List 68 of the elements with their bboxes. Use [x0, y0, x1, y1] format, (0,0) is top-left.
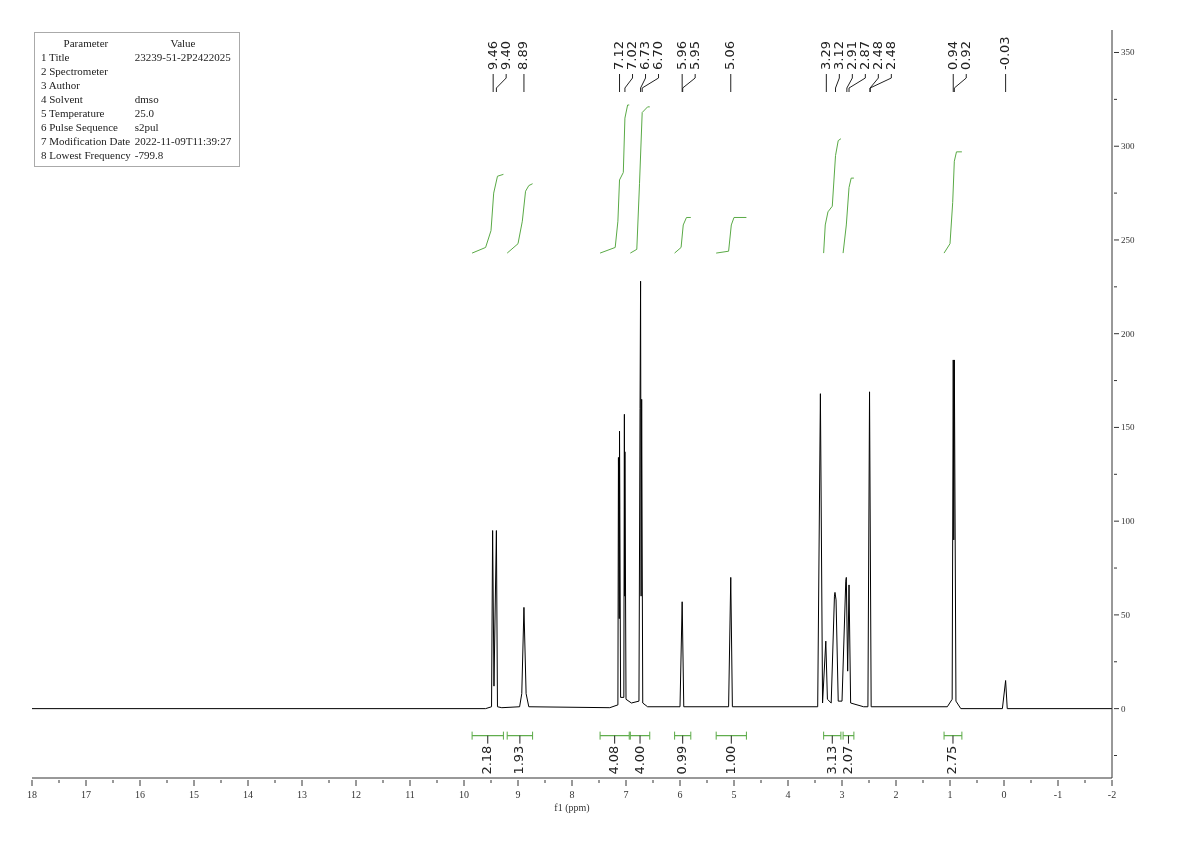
annotation: 3 Author	[40, 78, 81, 92]
x-tick-label: 16	[135, 789, 145, 800]
annotation: 7.02	[624, 41, 640, 70]
y-tick-label: 350	[1121, 47, 1135, 58]
x-tick-label: 17	[81, 789, 91, 800]
annotation: 6.73	[637, 41, 653, 70]
annotation: -0.03	[997, 36, 1013, 70]
annotation: 5.06	[722, 41, 738, 70]
annotation: 2.91	[843, 41, 859, 70]
x-tick-label: 13	[297, 789, 307, 800]
x-tick-label: 9	[515, 789, 521, 800]
x-tick-label: 15	[189, 789, 199, 800]
x-tick-label: -1	[1053, 789, 1063, 800]
x-tick-label: 14	[243, 789, 253, 800]
y-tick-label: 300	[1121, 141, 1135, 152]
x-tick-label: 7	[623, 789, 629, 800]
annotation: 0.92	[957, 41, 973, 70]
x-tick-label: 18	[27, 789, 37, 800]
annotation: 0.99	[674, 745, 690, 775]
annotation: 7 Modification Date 2022-11-09T11:39:27	[40, 134, 233, 148]
y-tick-label: 0	[1121, 703, 1126, 714]
text: Parameter Value	[63, 37, 196, 49]
annotation: 2.18	[479, 745, 495, 775]
annotation: 5.95	[686, 41, 702, 70]
annotation: 9.46	[484, 41, 500, 70]
x-tick-label: 10	[459, 789, 469, 800]
x-tick-label: 2	[893, 789, 899, 800]
annotation: 2 Spectrometer	[40, 64, 109, 78]
x-tick-label: -2	[1107, 789, 1117, 800]
annotation: 2.75	[944, 745, 960, 775]
annotation: 2.07	[839, 745, 855, 775]
y-tick-label: 200	[1121, 328, 1135, 339]
annotation: 4.08	[606, 745, 622, 775]
annotation: 8.89	[515, 41, 531, 70]
annotation: 4.00	[631, 745, 647, 775]
x-tick-label: 4	[785, 789, 791, 800]
annotation: 8 Lowest Frequency -799.8	[40, 148, 165, 162]
x-axis-title: f1 (ppm)	[554, 802, 590, 814]
x-tick-label: 5	[731, 789, 737, 800]
annotation: 0.94	[944, 41, 960, 70]
text: 6 Pulse Sequence s2pul	[41, 121, 159, 133]
x-tick-label: 6	[677, 789, 683, 800]
annotation: 2.48	[869, 41, 885, 70]
x-tick-label: 8	[569, 789, 575, 800]
text: 5 Temperature 25.0	[41, 107, 155, 119]
x-tick-label: 11	[405, 789, 415, 800]
x-tick-label: 0	[1001, 789, 1007, 800]
y-tick-label: 250	[1121, 234, 1135, 245]
annotation: 1.93	[511, 745, 527, 775]
annotation: 2.48	[882, 41, 898, 70]
annotation: 6.70	[650, 41, 666, 70]
annotation: 1.00	[722, 745, 738, 775]
annotation: 2.87	[856, 41, 872, 70]
x-tick-label: 3	[839, 789, 845, 800]
annotation: 3.12	[830, 41, 846, 70]
text: 1 Title 23239-51-2P2422025	[41, 51, 231, 63]
annotation: 9.40	[497, 41, 513, 70]
x-tick-label: 1	[947, 789, 953, 800]
annotation: 3.13	[823, 745, 839, 775]
text: 4 Solvent dmso	[41, 93, 159, 105]
annotation: 3.29	[817, 41, 833, 70]
annotation: 5.96	[673, 41, 689, 70]
annotation: 7.12	[611, 41, 627, 70]
line-series	[32, 280, 1112, 710]
x-tick-label: 12	[351, 789, 361, 800]
y-tick-label: 150	[1121, 422, 1135, 433]
y-tick-label: 100	[1121, 516, 1135, 527]
y-tick-label: 50	[1121, 609, 1131, 620]
